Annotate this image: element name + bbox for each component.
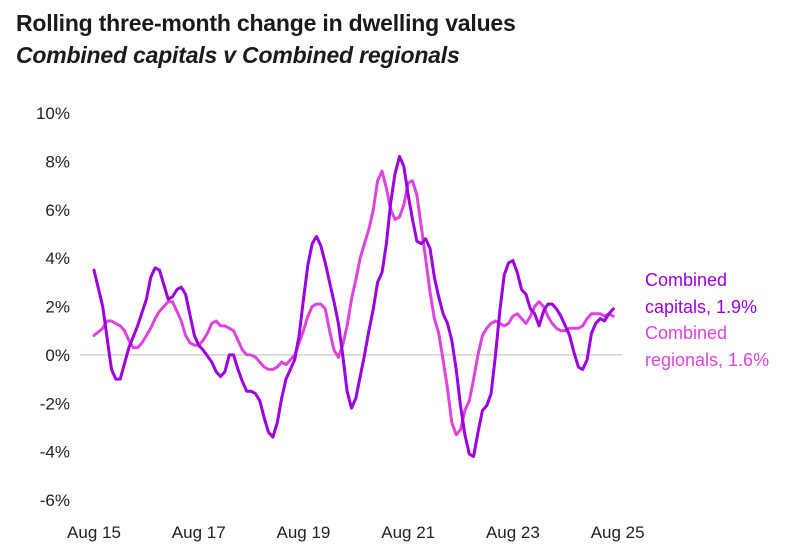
series-label-capitals-line2: capitals, 1.9%	[645, 297, 757, 317]
y-axis: 10% 8% 6% 4% 2% 0% -2% -4% -6%	[36, 104, 70, 510]
x-tick-label: Aug 17	[172, 523, 226, 542]
y-tick-label: 4%	[45, 249, 70, 268]
y-tick-label: 0%	[45, 346, 70, 365]
y-tick-label: 6%	[45, 201, 70, 220]
series-labels: Combined capitals, 1.9% Combined regionals,…	[645, 270, 769, 370]
line-chart: 10%8%6%4%2%0%-2%-4%-6% Aug 15 Aug 17 Aug 1…	[0, 0, 800, 560]
y-tick-label: 8%	[45, 152, 70, 171]
y-tick-label: -2%	[40, 394, 70, 413]
x-tick-label: Aug 19	[277, 523, 331, 542]
plot-area	[80, 157, 622, 457]
x-tick-label: Aug 23	[486, 523, 540, 542]
y-tick-label: -4%	[40, 443, 70, 462]
y-tick-label: -6%	[40, 491, 70, 510]
x-axis: Aug 15 Aug 17 Aug 19 Aug 21 Aug 23 Aug 25	[67, 523, 645, 542]
x-tick-label: Aug 21	[381, 523, 435, 542]
series-label-regionals-line1: Combined	[645, 323, 727, 343]
x-tick-label: Aug 15	[67, 523, 121, 542]
series-label-capitals-line1: Combined	[645, 270, 727, 290]
y-tick-label: 2%	[45, 298, 70, 317]
series-label-regionals-line2: regionals, 1.6%	[645, 350, 769, 370]
x-tick-label: Aug 25	[591, 523, 645, 542]
y-tick-label: 10%	[36, 104, 70, 123]
series-line-regionals	[94, 171, 613, 435]
